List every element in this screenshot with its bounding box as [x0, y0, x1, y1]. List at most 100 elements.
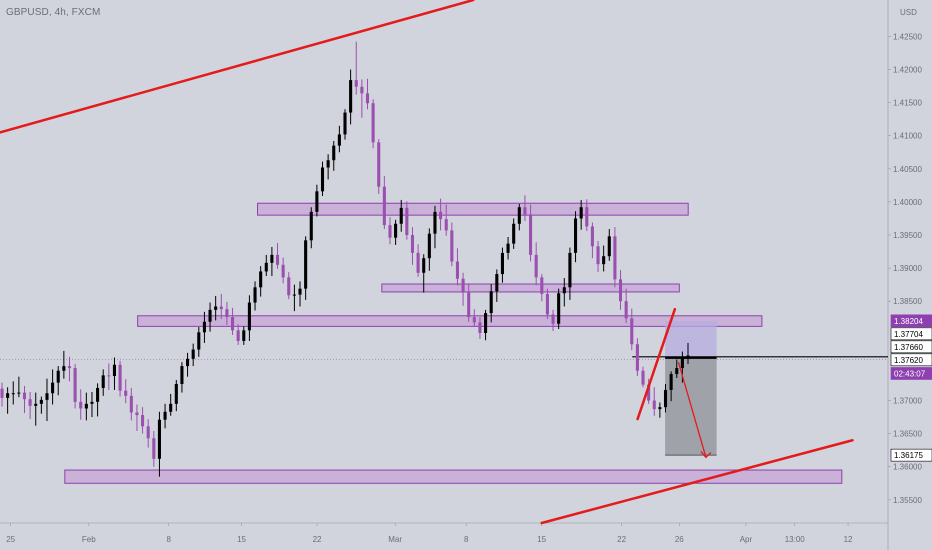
price-tag-label: 1.37620	[894, 356, 923, 365]
candle-body	[652, 400, 656, 410]
candle-body	[613, 236, 617, 280]
price-tag-box	[890, 340, 932, 354]
x-tick-label: 15	[537, 535, 546, 544]
candle-body	[208, 309, 212, 322]
candle-body	[157, 419, 161, 459]
candle-body	[635, 344, 639, 371]
candle-body	[39, 399, 43, 404]
candle-body	[236, 330, 240, 341]
candle-body	[467, 292, 471, 318]
candle-body	[225, 309, 229, 318]
candle-body	[410, 235, 415, 253]
candle-body	[360, 86, 364, 94]
candle-body	[56, 370, 60, 383]
candle-body	[382, 186, 386, 226]
candle-body	[495, 274, 499, 292]
candle-body	[641, 370, 645, 385]
price-tag-label: 1.37660	[894, 343, 923, 352]
candle-body	[489, 291, 493, 314]
price-tag-label: 1.36175	[894, 451, 923, 460]
candle-body	[253, 287, 257, 303]
candle-body	[17, 392, 21, 394]
candle-body	[343, 112, 347, 135]
candle-body	[349, 80, 353, 113]
candle-body	[146, 426, 150, 439]
candle-body	[62, 366, 66, 371]
y-tick-label: 1.36000	[893, 463, 922, 472]
candle-body	[512, 223, 516, 244]
candle-body	[79, 401, 83, 409]
candle-body	[247, 302, 251, 331]
x-tick-label: Apr	[740, 535, 753, 544]
candle-body	[647, 384, 651, 401]
trend-line	[540, 438, 854, 525]
candle-body	[45, 393, 49, 400]
symbol-title: GBPUSD, 4h, FXCM	[6, 7, 101, 18]
candle-body	[298, 288, 302, 295]
candle-body	[517, 207, 521, 224]
price-tag-label: 1.37704	[894, 330, 923, 339]
x-tick-label: 26	[675, 535, 684, 544]
candle-body	[573, 218, 578, 253]
candle-body	[422, 258, 426, 273]
trend-line	[0, 0, 475, 134]
projection-arrowhead	[700, 451, 712, 459]
candle-body	[326, 160, 330, 168]
candle-body	[22, 392, 27, 400]
y-tick-label: 1.41500	[893, 99, 922, 108]
candle-body	[304, 240, 308, 289]
price-tag-box	[890, 448, 932, 462]
candle-body	[163, 411, 167, 420]
candle-body	[686, 355, 690, 358]
candle-body	[675, 368, 679, 375]
candle-body	[394, 223, 398, 238]
candle-body	[169, 403, 173, 412]
candle-body	[540, 277, 544, 294]
candle-body	[439, 211, 443, 220]
x-tick-label: 8	[464, 535, 469, 544]
x-tick-label: 22	[313, 535, 322, 544]
candle-body	[202, 321, 206, 333]
x-tick-label: 13:00	[785, 535, 806, 544]
y-tick-label: 1.42000	[893, 66, 922, 75]
candle-body	[11, 393, 15, 395]
candle-body	[96, 387, 100, 402]
candle-body	[309, 211, 313, 241]
candle-body	[320, 167, 325, 192]
price-tag-label: 02:43:07	[894, 369, 926, 378]
candle-body	[315, 191, 319, 212]
candle-body	[259, 271, 263, 288]
candle-body	[242, 330, 246, 341]
candle-body	[332, 145, 336, 161]
price-tag-box	[890, 327, 932, 341]
candle-body	[596, 246, 600, 265]
candle-body	[444, 219, 448, 231]
x-tick-label: 8	[166, 535, 171, 544]
candle-body	[557, 293, 561, 324]
candle-body	[174, 383, 178, 404]
candle-body	[455, 261, 460, 279]
candle-body	[523, 207, 527, 215]
candle-body	[545, 293, 549, 315]
candle-body	[6, 393, 10, 398]
candle-body	[618, 279, 623, 302]
price-tag-box	[890, 367, 932, 380]
candle-body	[118, 364, 122, 391]
candle-body	[365, 93, 370, 104]
sr-zone	[64, 469, 843, 484]
candle-body	[433, 211, 437, 234]
candle-body	[551, 314, 555, 324]
x-tick-label: 25	[6, 535, 15, 544]
candle-body	[112, 364, 117, 377]
candle-body	[67, 366, 72, 369]
y-tick-label: 1.42500	[893, 32, 922, 41]
trend-line	[636, 307, 677, 421]
price-tag-box	[890, 353, 932, 367]
candle-body	[658, 407, 662, 410]
candle-body	[214, 306, 218, 310]
price-tag-box	[890, 314, 932, 328]
candle-body	[270, 254, 274, 263]
candle-body	[281, 264, 285, 278]
